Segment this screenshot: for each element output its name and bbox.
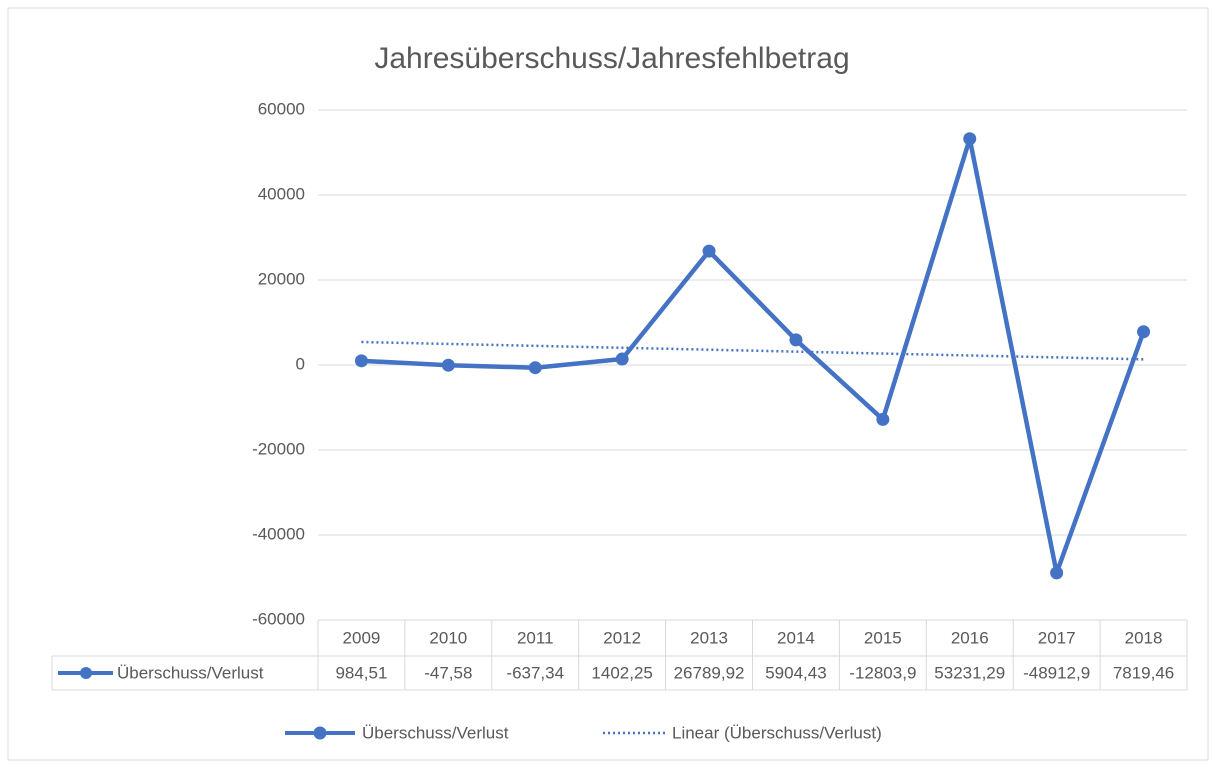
x-tick-label: 2018 <box>1125 628 1163 647</box>
table-legend-key <box>80 667 92 679</box>
x-tick-label: 2015 <box>864 628 902 647</box>
chart-border <box>7 7 1209 761</box>
table-value: -47,58 <box>424 663 472 682</box>
x-tick-label: 2012 <box>603 628 641 647</box>
chart-title: Jahresüberschuss/Jahresfehlbetrag <box>374 42 849 75</box>
legend-label: Überschuss/Verlust <box>362 723 509 742</box>
y-tick-label: -60000 <box>252 609 305 628</box>
data-point <box>615 352 629 366</box>
table-value: 984,51 <box>335 663 387 682</box>
table-value: -12803,9 <box>849 663 916 682</box>
x-tick-label: 2011 <box>517 628 554 647</box>
x-tick-label: 2014 <box>777 628 815 647</box>
table-value: 1402,25 <box>591 663 652 682</box>
legend-label: Linear (Überschuss/Verlust) <box>672 723 882 742</box>
table-value: -48912,9 <box>1023 663 1090 682</box>
y-tick-label: 40000 <box>258 184 305 203</box>
data-point <box>1050 566 1064 580</box>
y-tick-label: 60000 <box>258 99 305 118</box>
data-point <box>876 412 890 426</box>
series-line <box>361 136 1146 576</box>
x-tick-label: 2017 <box>1038 628 1076 647</box>
y-tick-label: 20000 <box>258 269 305 288</box>
y-tick-label: -20000 <box>252 439 305 458</box>
y-tick-label: 0 <box>296 354 305 373</box>
data-point <box>441 358 455 372</box>
table-value: 26789,92 <box>674 663 745 682</box>
data-point <box>354 354 368 368</box>
x-tick-label: 2010 <box>429 628 467 647</box>
x-tick-label: 2009 <box>343 628 381 647</box>
y-tick-label: -40000 <box>252 524 305 543</box>
table-value: -637,34 <box>506 663 564 682</box>
data-point <box>789 333 803 347</box>
table-series-name: Überschuss/Verlust <box>117 663 264 682</box>
data-point <box>528 361 542 375</box>
table-value: 7819,46 <box>1113 663 1174 682</box>
data-point <box>702 244 716 258</box>
table-value: 5904,43 <box>765 663 826 682</box>
data-point <box>963 132 977 146</box>
x-tick-label: 2013 <box>690 628 728 647</box>
table-value: 53231,29 <box>934 663 1005 682</box>
legend-key <box>313 726 327 740</box>
data-point <box>1137 325 1151 339</box>
x-tick-label: 2016 <box>951 628 989 647</box>
